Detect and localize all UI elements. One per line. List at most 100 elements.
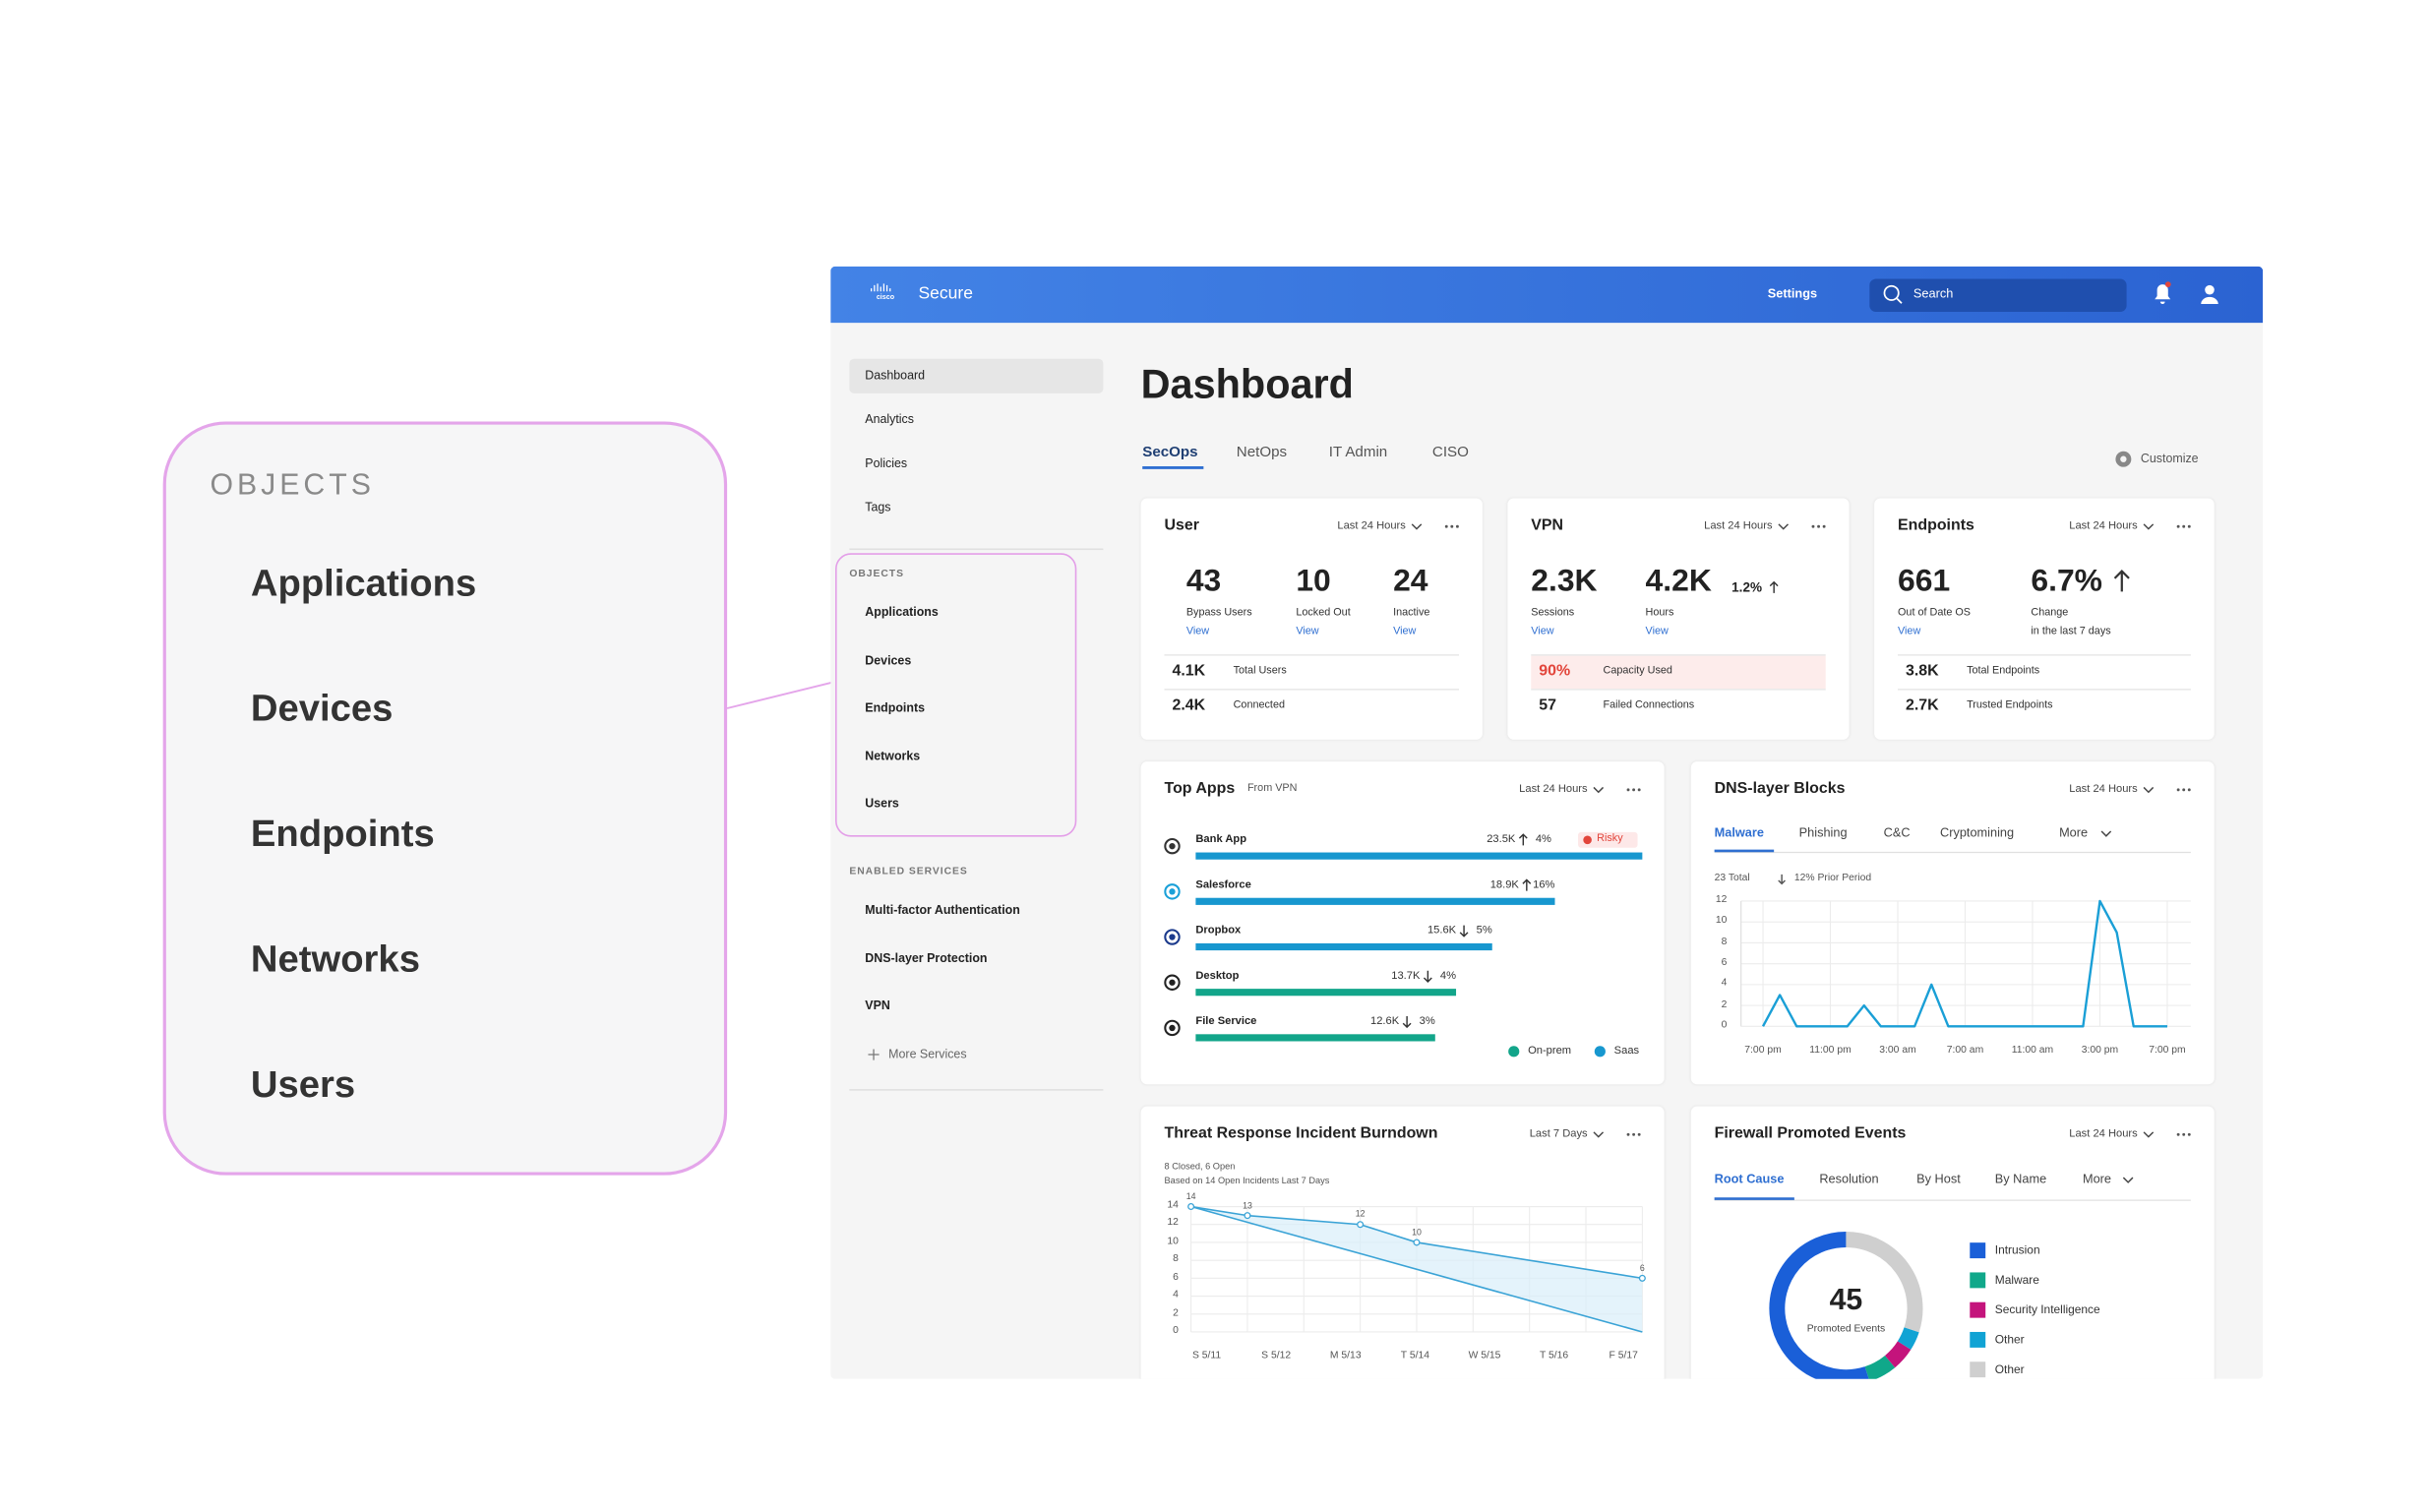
section-heading: OBJECTS — [849, 568, 904, 579]
nav-item[interactable]: Policies — [865, 455, 908, 471]
tab[interactable]: Root Cause — [1714, 1172, 1785, 1186]
search-box[interactable] — [1869, 278, 2127, 312]
nav-item[interactable]: Networks — [865, 748, 921, 763]
tab[interactable]: More — [2082, 1172, 2112, 1186]
bar — [1195, 1034, 1435, 1042]
app-change: 5% — [1476, 925, 1492, 937]
y-tick-label: 4 — [1721, 978, 1728, 990]
more-dot — [2176, 524, 2180, 528]
data-label: 14 — [1185, 1192, 1196, 1203]
divider — [849, 1089, 1104, 1091]
row-value: 57 — [1539, 696, 1556, 715]
row-label: Connected — [1233, 699, 1286, 711]
chevron — [1778, 523, 1790, 530]
search-icon — [1896, 297, 1903, 304]
nav-item[interactable]: Analytics — [865, 412, 914, 427]
divider — [849, 548, 1104, 551]
chart-note: 8 Closed, 6 Open — [1164, 1163, 1236, 1173]
y-tick-label: 0 — [1173, 1325, 1179, 1337]
x-tick-label: S 5/12 — [1261, 1350, 1292, 1361]
more-services[interactable]: More Services — [888, 1047, 967, 1061]
period-select[interactable]: Last 24 Hours — [2069, 784, 2138, 796]
x-tick-label: F 5/17 — [1609, 1350, 1638, 1361]
stat-label: Bypass Users — [1185, 607, 1252, 619]
nav-item[interactable]: DNS-layer Protection — [865, 950, 988, 965]
legend-dot — [1594, 1046, 1606, 1058]
period-select[interactable]: Last 24 Hours — [1337, 520, 1406, 532]
view-link[interactable]: View — [1645, 626, 1669, 637]
chevron — [2143, 786, 2155, 794]
chevron — [2100, 830, 2112, 837]
period-select[interactable]: Last 24 Hours — [1704, 520, 1773, 532]
more-dot — [1632, 788, 1636, 792]
nav-item[interactable]: Devices — [865, 652, 912, 667]
nav-item[interactable]: Users — [865, 796, 899, 811]
callout-item: Networks — [250, 938, 420, 982]
x-tick-label: 7:00 pm — [2149, 1045, 2186, 1057]
view-link[interactable]: View — [1393, 626, 1417, 637]
tab[interactable]: C&C — [1883, 825, 1911, 840]
x-tick-label: 11:00 pm — [1809, 1045, 1852, 1057]
row-label: Capacity Used — [1603, 665, 1672, 677]
nav-item[interactable]: VPN — [865, 998, 890, 1013]
tab[interactable]: More — [2059, 825, 2089, 840]
tab[interactable]: SecOps — [1142, 444, 1198, 461]
data-label: 6 — [1639, 1264, 1645, 1274]
customize-button[interactable]: Customize — [2140, 451, 2199, 466]
logo: cisco — [876, 292, 895, 301]
stat-value: 661 — [1898, 564, 1951, 599]
y-tick-label: 10 — [1715, 915, 1728, 927]
burndown-area — [1190, 1206, 1643, 1332]
period-select[interactable]: Last 24 Hours — [1519, 784, 1588, 796]
view-link[interactable]: View — [1185, 626, 1210, 637]
data-label: 13 — [1243, 1201, 1252, 1212]
period-select[interactable]: Last 24 Hours — [2069, 1128, 2138, 1140]
tab[interactable]: NetOps — [1236, 444, 1288, 461]
tab[interactable]: By Name — [1994, 1172, 2047, 1186]
data-label: 10 — [1412, 1228, 1422, 1239]
tab[interactable]: Resolution — [1819, 1172, 1879, 1186]
view-link[interactable]: View — [1296, 626, 1319, 637]
tab[interactable]: By Host — [1916, 1172, 1961, 1186]
app-value: 13.7K — [1391, 970, 1421, 982]
chevron — [1411, 523, 1423, 530]
settings-link[interactable]: Settings — [1767, 286, 1818, 301]
nav-item[interactable]: Applications — [865, 605, 939, 620]
x-tick-label: 11:00 am — [2011, 1045, 2054, 1057]
more-dot — [2176, 1132, 2180, 1136]
period-select[interactable]: Last 7 Days — [1529, 1128, 1588, 1140]
app-icon — [1164, 974, 1181, 991]
app-icon — [1164, 1019, 1181, 1037]
period-select[interactable]: Last 24 Hours — [2069, 520, 2138, 532]
card-title: Endpoints — [1898, 516, 1974, 535]
search-placeholder[interactable]: Search — [1913, 286, 1954, 301]
page-title: Dashboard — [1140, 360, 1354, 408]
tab[interactable]: Phishing — [1798, 825, 1848, 840]
callout-item: Applications — [250, 562, 477, 605]
y-tick-label: 2 — [1721, 998, 1728, 1010]
nav-item[interactable]: Endpoints — [865, 700, 926, 715]
nav-item[interactable]: Tags — [865, 500, 891, 514]
view-link[interactable]: View — [1898, 626, 1921, 637]
tab[interactable]: IT Admin — [1328, 444, 1388, 461]
stat-label: Out of Date OS — [1898, 607, 1972, 619]
x-tick-label: W 5/15 — [1468, 1350, 1501, 1361]
app-change: 4% — [1439, 970, 1457, 982]
tab[interactable]: Cryptomining — [1940, 825, 2015, 840]
trend-arrow — [1459, 925, 1469, 937]
donut-label: Promoted Events — [1806, 1323, 1886, 1335]
app-name: Dropbox — [1195, 925, 1242, 937]
tab[interactable]: CISO — [1431, 444, 1469, 461]
card-title: DNS-layer Blocks — [1714, 780, 1846, 798]
nav-item[interactable]: Dashboard — [865, 368, 926, 383]
stat-label: Locked Out — [1296, 607, 1351, 619]
y-tick-label: 4 — [1173, 1289, 1179, 1300]
stat-value: 24 — [1393, 564, 1428, 599]
app-icon — [1169, 979, 1176, 986]
nav-item[interactable]: Multi-factor Authentication — [865, 902, 1020, 918]
view-link[interactable]: View — [1531, 626, 1554, 637]
legend-swatch — [1970, 1361, 1986, 1378]
tab[interactable]: Malware — [1714, 825, 1764, 840]
line-series — [1761, 899, 2167, 1028]
